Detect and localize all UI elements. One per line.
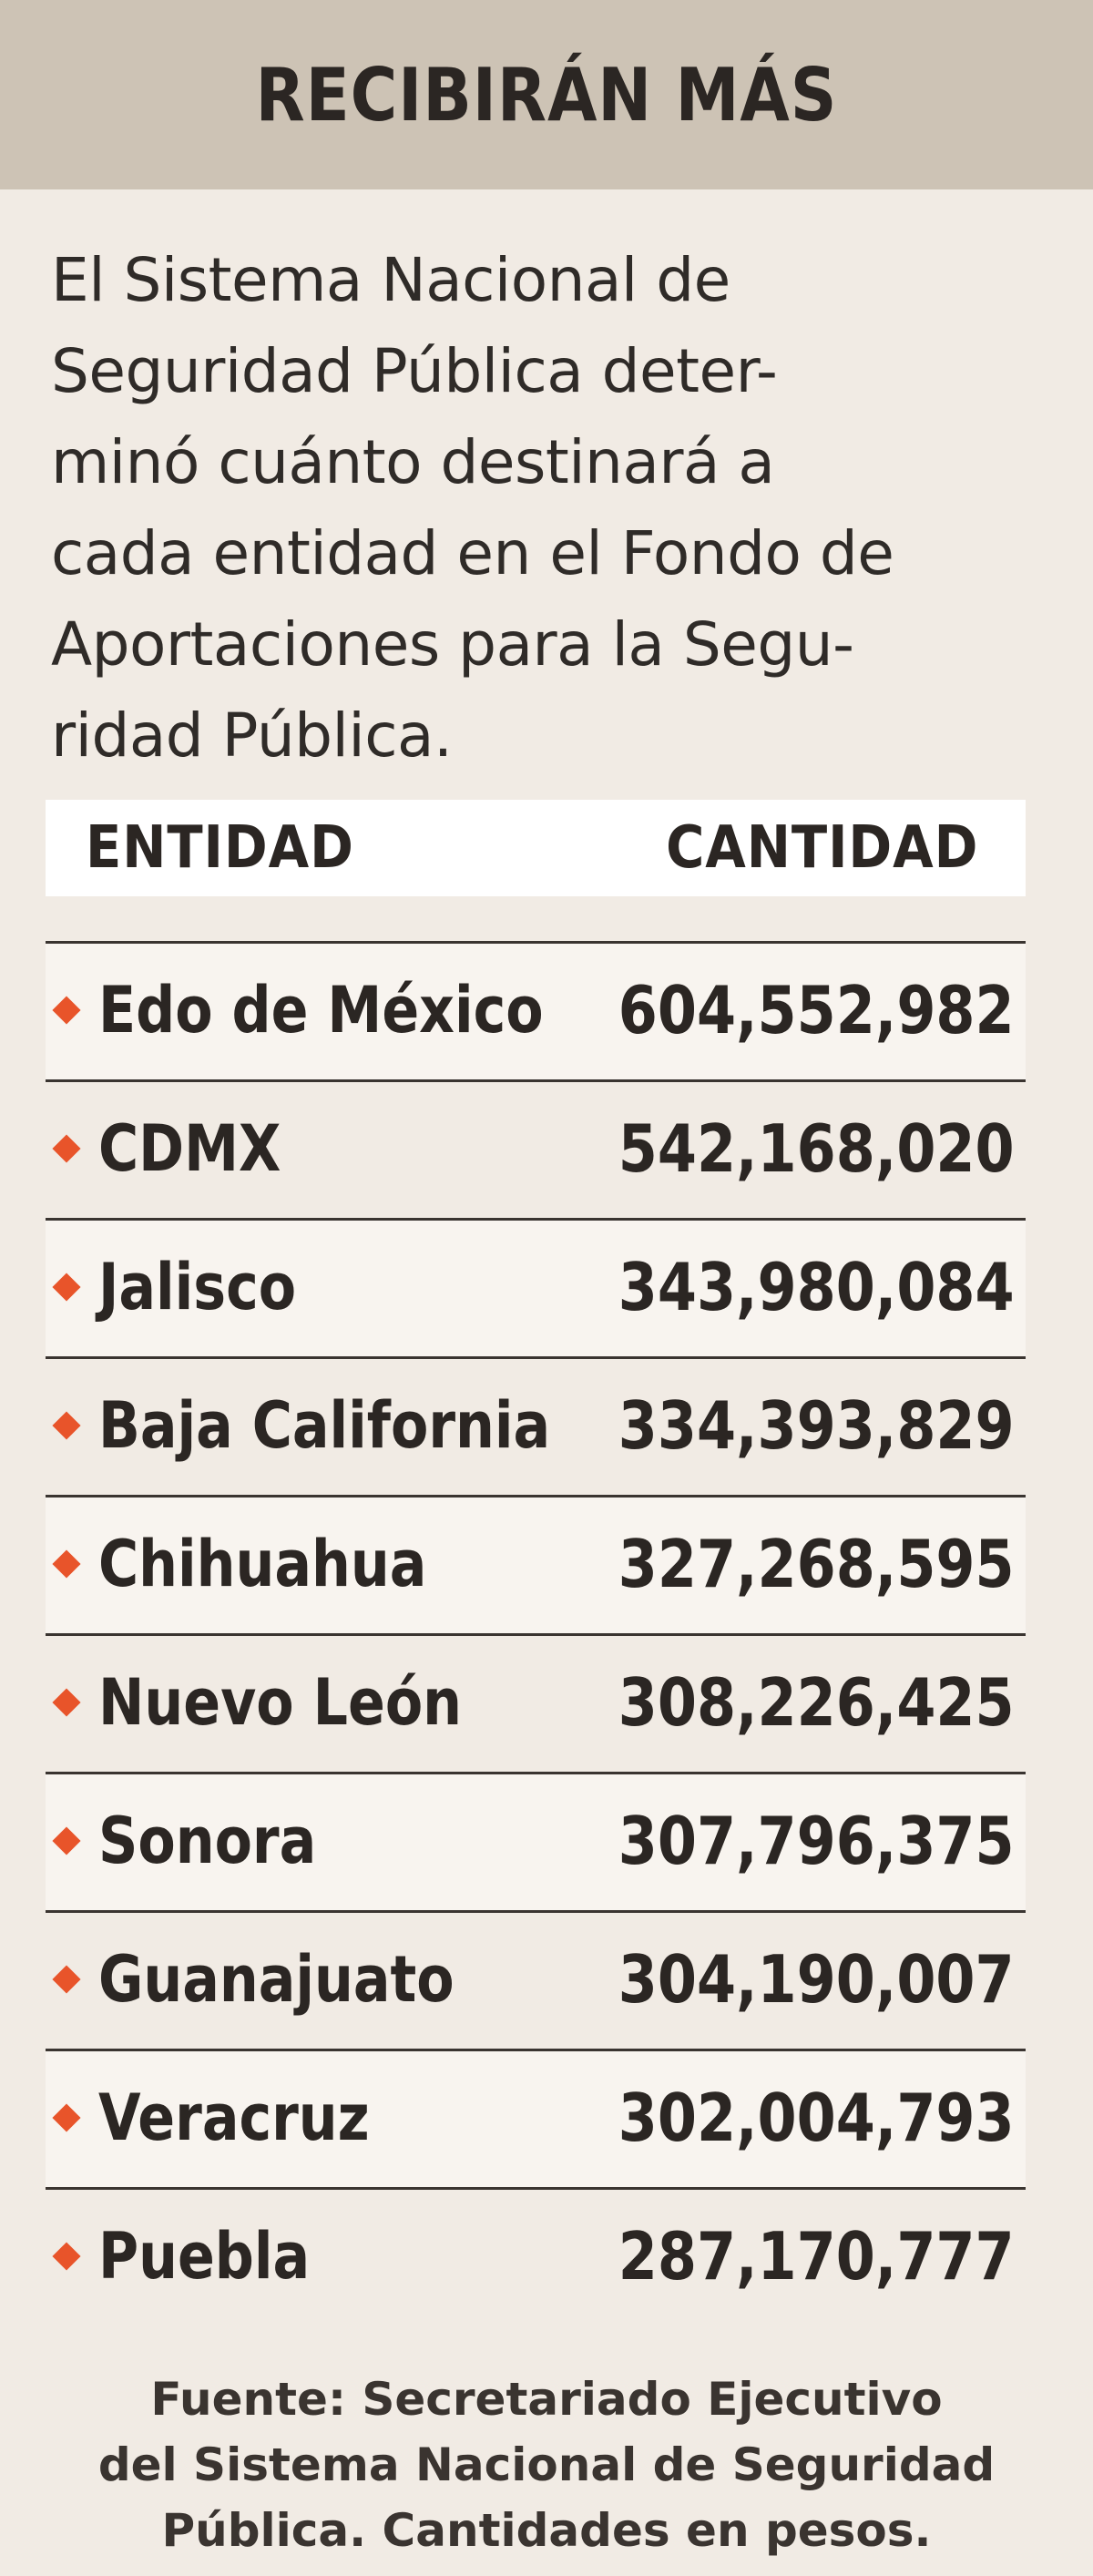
- diamond-bullet-icon: [52, 2242, 81, 2271]
- entity-name: Baja California: [98, 1388, 551, 1463]
- entity-name: Sonora: [98, 1804, 317, 1878]
- entity-name: Veracruz: [98, 2080, 370, 2155]
- column-header-entity: ENTIDAD: [86, 814, 354, 882]
- table-row: CDMX 542,168,020: [46, 1079, 1026, 1218]
- table-row: Puebla 287,170,777: [46, 2187, 1026, 2326]
- table-row: Nuevo León 308,226,425: [46, 1633, 1026, 1772]
- entity-name: CDMX: [98, 1111, 281, 1186]
- entity-amount: 308,226,425: [618, 1664, 1015, 1741]
- intro-line: minó cuánto destinará a: [51, 427, 775, 497]
- intro-text: El Sistema Nacional de Seguridad Pública…: [51, 235, 1062, 782]
- source-line: Fuente: Secretariado Ejecutivo: [150, 2373, 943, 2426]
- entity-name: Guanajuato: [98, 1942, 455, 2017]
- diamond-bullet-icon: [52, 996, 81, 1025]
- allocation-table: Edo de México 604,552,982 CDMX 542,168,020 J…: [46, 941, 1026, 2326]
- source-note: Fuente: Secretariado Ejecutivo del Siste…: [0, 2366, 1093, 2563]
- page-title: RECIBIRÁN MÁS: [255, 52, 838, 138]
- entity-amount: 604,552,982: [618, 972, 1015, 1048]
- entity-amount: 287,170,777: [618, 2218, 1015, 2295]
- diamond-bullet-icon: [52, 1549, 81, 1579]
- table-row: Veracruz 302,004,793: [46, 2049, 1026, 2187]
- diamond-bullet-icon: [52, 2103, 81, 2132]
- column-header-amount: CANTIDAD: [665, 814, 978, 882]
- table-row: Guanajuato 304,190,007: [46, 1910, 1026, 2049]
- entity-amount: 304,190,007: [618, 1941, 1015, 2018]
- diamond-bullet-icon: [52, 1965, 81, 1994]
- table-row: Jalisco 343,980,084: [46, 1218, 1026, 1356]
- diamond-bullet-icon: [52, 1134, 81, 1163]
- table-row: Chihuahua 327,268,595: [46, 1495, 1026, 1633]
- entity-amount: 334,393,829: [618, 1387, 1015, 1464]
- entity-name: Edo de México: [98, 973, 544, 1048]
- intro-line: ridad Pública.: [51, 700, 453, 771]
- table-row: Edo de México 604,552,982: [46, 941, 1026, 1079]
- entity-amount: 302,004,793: [618, 2080, 1015, 2156]
- entity-name: Jalisco: [98, 1250, 297, 1324]
- diamond-bullet-icon: [52, 1688, 81, 1717]
- entity-name: Puebla: [98, 2219, 311, 2294]
- intro-line: Seguridad Pública deter-: [51, 336, 778, 406]
- table-row: Baja California 334,393,829: [46, 1356, 1026, 1495]
- entity-name: Chihuahua: [98, 1527, 427, 1601]
- entity-amount: 327,268,595: [618, 1526, 1015, 1602]
- entity-name: Nuevo León: [98, 1665, 463, 1740]
- diamond-bullet-icon: [52, 1273, 81, 1302]
- intro-line: cada entidad en el Fondo de: [51, 518, 894, 588]
- entity-amount: 343,980,084: [618, 1249, 1015, 1325]
- diamond-bullet-icon: [52, 1826, 81, 1855]
- intro-line: El Sistema Nacional de: [51, 245, 730, 315]
- entity-amount: 307,796,375: [618, 1803, 1015, 1879]
- diamond-bullet-icon: [52, 1411, 81, 1440]
- source-line: Pública. Cantidades en pesos.: [161, 2504, 932, 2557]
- title-banner: RECIBIRÁN MÁS: [0, 0, 1093, 189]
- entity-amount: 542,168,020: [618, 1110, 1015, 1187]
- intro-line: Aportaciones para la Segu-: [51, 609, 854, 680]
- source-line: del Sistema Nacional de Seguridad: [97, 2438, 996, 2491]
- table-row: Sonora 307,796,375: [46, 1772, 1026, 1910]
- table-header: ENTIDAD CANTIDAD: [46, 800, 1026, 896]
